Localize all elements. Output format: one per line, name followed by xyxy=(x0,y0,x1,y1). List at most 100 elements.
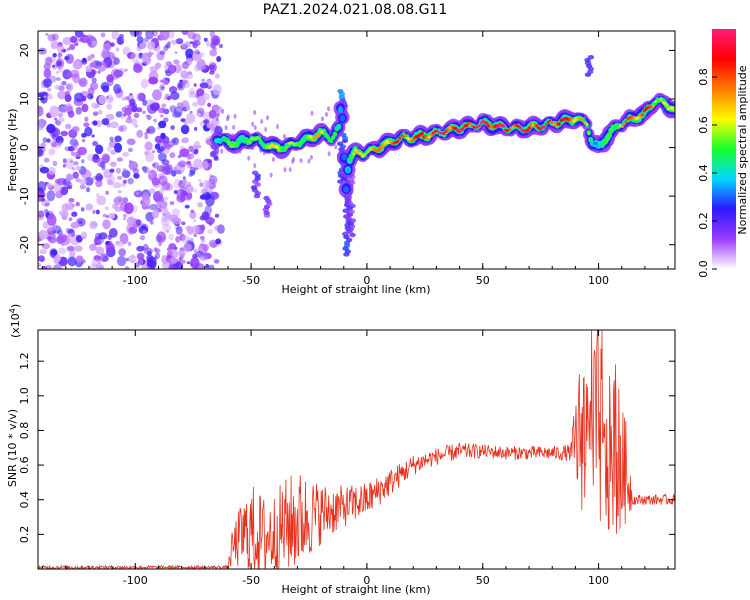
noise-blob xyxy=(214,225,221,231)
noise-blob xyxy=(136,36,144,44)
noise-blob xyxy=(81,159,85,164)
noise-blob xyxy=(161,86,165,89)
colorbar-tick-label: 0.2 xyxy=(697,212,710,230)
noise-blob xyxy=(111,31,119,40)
noise-blob xyxy=(321,116,324,122)
noise-blob xyxy=(95,61,103,67)
x-tick-label: 0 xyxy=(363,574,370,587)
noise-blob xyxy=(288,167,292,173)
noise-blob xyxy=(126,138,136,146)
noise-blob xyxy=(69,160,73,163)
noise-blob xyxy=(43,78,52,88)
noise-blob xyxy=(189,210,197,220)
noise-blob xyxy=(127,255,137,264)
noise-blob xyxy=(199,182,204,188)
noise-blob xyxy=(61,80,67,86)
noise-blob xyxy=(200,188,208,195)
noise-blob xyxy=(168,243,177,250)
noise-blob xyxy=(97,259,102,264)
noise-blob xyxy=(92,140,99,147)
noise-blob xyxy=(55,58,65,69)
noise-blob xyxy=(68,217,73,221)
noise-blob xyxy=(41,198,46,202)
noise-blob xyxy=(89,62,96,68)
noise-blob xyxy=(175,38,184,45)
ridge-blob xyxy=(342,155,346,160)
ridge-blob xyxy=(293,143,296,146)
noise-blob xyxy=(43,157,50,163)
noise-blob xyxy=(48,210,54,215)
noise-blob xyxy=(107,178,114,186)
noise-blob xyxy=(90,82,99,91)
noise-blob xyxy=(163,196,169,201)
noise-blob xyxy=(142,166,150,174)
noise-blob xyxy=(69,250,76,258)
noise-blob xyxy=(325,112,328,117)
noise-blob xyxy=(109,168,115,173)
noise-blob xyxy=(193,189,198,193)
noise-blob xyxy=(213,156,219,162)
ridge-blob xyxy=(582,119,585,123)
noise-blob xyxy=(117,190,122,194)
noise-blob xyxy=(96,195,107,206)
noise-blob xyxy=(128,226,136,234)
noise-blob xyxy=(207,159,212,164)
noise-blob xyxy=(66,228,74,234)
noise-blob xyxy=(166,251,173,258)
noise-blob xyxy=(181,31,189,35)
ridge-blob xyxy=(256,136,259,139)
ridge-blob xyxy=(344,186,348,191)
ridge-blob xyxy=(572,119,576,123)
noise-blob xyxy=(181,61,190,70)
noise-blob xyxy=(38,210,45,218)
noise-blob xyxy=(213,38,219,45)
noise-blob xyxy=(71,211,78,217)
ridge-blob xyxy=(641,112,645,117)
x-tick-label: 0 xyxy=(363,274,370,287)
noise-blob xyxy=(105,94,114,104)
noise-blob xyxy=(124,265,130,269)
noise-blob xyxy=(127,52,136,60)
ridge-blob xyxy=(350,156,354,160)
noise-blob xyxy=(160,114,164,118)
noise-blob xyxy=(327,151,331,157)
ridge-blob xyxy=(257,137,261,141)
noise-blob xyxy=(115,47,120,52)
noise-blob xyxy=(151,150,156,154)
noise-blob xyxy=(136,252,145,260)
noise-blob xyxy=(168,233,174,241)
noise-blob xyxy=(47,166,56,175)
noise-blob xyxy=(42,137,48,143)
ridge-blob xyxy=(252,137,255,141)
noise-blob xyxy=(153,118,157,123)
noise-blob xyxy=(64,103,73,113)
ridge-blob xyxy=(609,128,613,132)
noise-blob xyxy=(175,226,183,235)
ridge-blob xyxy=(326,135,329,138)
ridge-blob xyxy=(665,103,669,107)
noise-blob xyxy=(190,257,200,269)
noise-blob xyxy=(72,60,82,70)
ridge-blob xyxy=(289,141,292,145)
noise-blob xyxy=(145,31,154,40)
noise-blob xyxy=(95,246,105,256)
noise-blob xyxy=(116,167,121,174)
noise-blob xyxy=(196,112,202,117)
noise-blob xyxy=(57,85,65,91)
noise-blob xyxy=(106,103,113,110)
x-tick-label: 100 xyxy=(588,274,609,287)
noise-blob xyxy=(67,256,77,267)
noise-blob xyxy=(176,102,184,108)
noise-blob xyxy=(185,48,194,59)
noise-blob xyxy=(146,114,152,121)
noise-blob xyxy=(221,108,225,114)
noise-blob xyxy=(188,173,193,177)
colorbar-ticks: 0.0 0.2 0.4 0.6 0.8 xyxy=(697,68,717,278)
noise-blob xyxy=(114,135,122,143)
y-tick-label: -10 xyxy=(18,187,31,205)
noise-blob xyxy=(199,82,209,89)
ridge-blob xyxy=(594,141,598,146)
noise-blob xyxy=(173,59,180,65)
noise-blob xyxy=(206,253,212,259)
noise-blob xyxy=(89,243,97,251)
